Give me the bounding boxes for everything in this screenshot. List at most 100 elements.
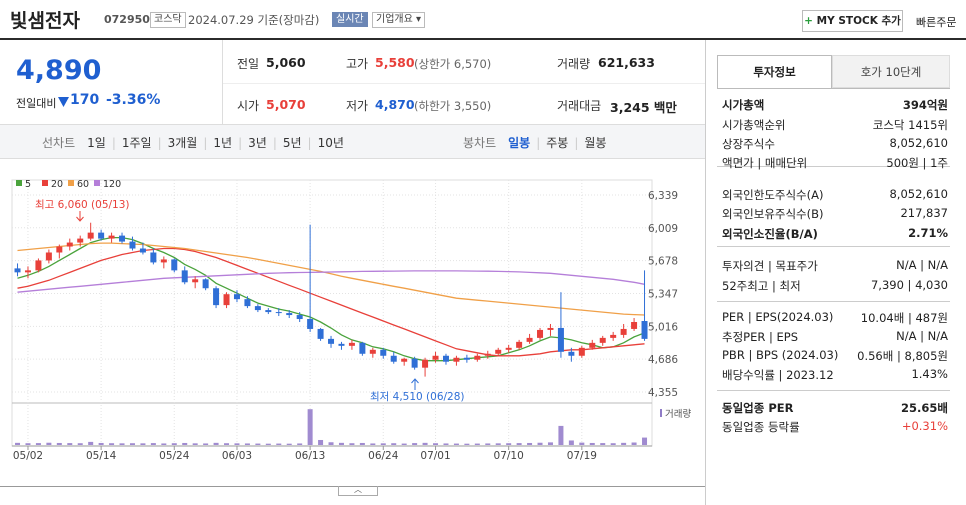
period-tab[interactable]: 1년	[213, 136, 233, 150]
candle-body	[338, 343, 345, 346]
tab-active[interactable]: 투자정보	[717, 55, 832, 88]
volume-bar	[642, 437, 648, 445]
info-value: 7,390 | 4,030	[870, 278, 948, 292]
candle-body	[557, 327, 564, 352]
period-tab[interactable]: 3개월	[167, 136, 198, 150]
candle-body	[66, 242, 73, 247]
candle-body	[578, 347, 585, 356]
volume-bar	[15, 442, 21, 445]
period-tab[interactable]: 5년	[282, 136, 302, 150]
candle-body	[453, 357, 460, 362]
period-tab[interactable]: 주봉	[546, 136, 569, 150]
volume-bar	[537, 442, 543, 445]
volume-bar	[213, 442, 219, 445]
annotation: 최고 6,060 (05/13)	[35, 199, 130, 211]
info-label: 배당수익률 | 2023.12	[722, 368, 834, 382]
info-row: 외국인한도주식수(A) 8,052,610	[722, 187, 948, 203]
candle-body	[265, 310, 272, 313]
plot-frame	[11, 179, 653, 447]
period-tab[interactable]: 1주일	[121, 136, 152, 150]
info-row: 시가총액 394억원	[722, 97, 948, 113]
volume-bar	[600, 443, 606, 445]
candle-body	[537, 329, 544, 338]
stock-name: 빛샘전자	[10, 10, 80, 32]
info-row: 상장주식수 8,052,610	[722, 136, 948, 152]
candle-body	[359, 342, 366, 354]
volume-bar	[370, 443, 376, 445]
separator: |	[203, 136, 208, 150]
volume-bar	[297, 443, 303, 445]
volume-bar	[527, 442, 533, 445]
candle-body	[526, 337, 533, 342]
period-tab[interactable]: 1일	[87, 136, 106, 150]
volume-bar	[558, 425, 564, 445]
info-row: 투자의견 | 목표주가 N/A | N/A	[722, 258, 948, 274]
row-rule	[717, 301, 950, 302]
candle-body	[484, 353, 491, 356]
info-value: N/A | N/A	[896, 258, 948, 272]
volume-bar	[579, 442, 585, 445]
candle-body	[599, 337, 606, 343]
info-row: 외국인보유주식수(B) 217,837	[722, 206, 948, 222]
period-tab[interactable]: 10년	[317, 136, 344, 150]
candle-body	[474, 355, 481, 360]
volume-bar	[412, 443, 418, 445]
info-label: 외국인한도주식수(A)	[722, 188, 824, 202]
candle-body	[150, 252, 157, 263]
volume-bar	[276, 443, 282, 445]
candle-body	[505, 347, 512, 350]
candle-body	[181, 270, 188, 283]
row-rule	[717, 246, 950, 247]
candle-body	[233, 294, 240, 300]
info-panel	[705, 40, 966, 505]
y-tick-label: 5,347	[648, 289, 678, 301]
x-tick-label: 07/01	[420, 450, 450, 462]
candle-body	[87, 232, 94, 239]
volume-bar	[516, 443, 522, 445]
tab[interactable]: 호가 10단계	[832, 55, 950, 88]
volume-bar	[318, 439, 324, 445]
candle-body	[610, 334, 617, 338]
candle-body	[14, 268, 21, 273]
change-rate: -3.36%	[106, 92, 161, 108]
candle-body	[160, 259, 167, 263]
candle-body	[411, 358, 418, 368]
info-value: 2.71%	[908, 226, 948, 240]
y-tick-label: 4,355	[648, 387, 678, 399]
stat-label: 전일	[237, 57, 260, 71]
quick-order[interactable]: 빠른주문	[916, 16, 957, 29]
legend-label: 20	[51, 179, 63, 190]
bottom-rule	[0, 486, 705, 487]
stat-label: 거래량	[557, 57, 591, 71]
mystock-button[interactable]: + MY STOCK 추가	[802, 10, 903, 32]
x-tick-label: 06/03	[222, 450, 252, 462]
candle-body	[547, 327, 554, 330]
stat-label: 고가	[346, 57, 369, 71]
info-row: 배당수익률 | 2023.12 1.43%	[722, 367, 948, 383]
volume-bar	[56, 442, 62, 445]
candle-body	[254, 306, 261, 311]
info-value: N/A | N/A	[896, 329, 948, 343]
ma-line	[17, 242, 645, 316]
volume-bar	[401, 443, 407, 445]
info-label: 시가총액	[722, 98, 765, 112]
legend-label: 120	[103, 179, 121, 190]
candle-body	[119, 235, 126, 242]
volume-bar	[422, 442, 428, 445]
company-button[interactable]: 기업개요 ▾	[372, 12, 426, 28]
candle-body	[307, 319, 314, 329]
period-tab[interactable]: 일봉	[508, 136, 531, 150]
info-row: PER | EPS(2024.03) 10.04배 | 487원	[722, 310, 948, 325]
x-tick-label: 05/14	[86, 450, 117, 462]
volume-bar	[265, 443, 271, 445]
volume-bar	[234, 443, 240, 445]
header-rule	[0, 38, 966, 40]
period-tab[interactable]: 월봉	[584, 136, 607, 150]
info-value: 394억원	[902, 98, 948, 112]
candle-body	[213, 288, 220, 306]
x-tick-label: 06/24	[368, 450, 399, 462]
stat-value: 621,633	[598, 55, 655, 70]
collapse-button[interactable]: ︿	[338, 486, 378, 496]
period-tab[interactable]: 3년	[248, 136, 267, 150]
